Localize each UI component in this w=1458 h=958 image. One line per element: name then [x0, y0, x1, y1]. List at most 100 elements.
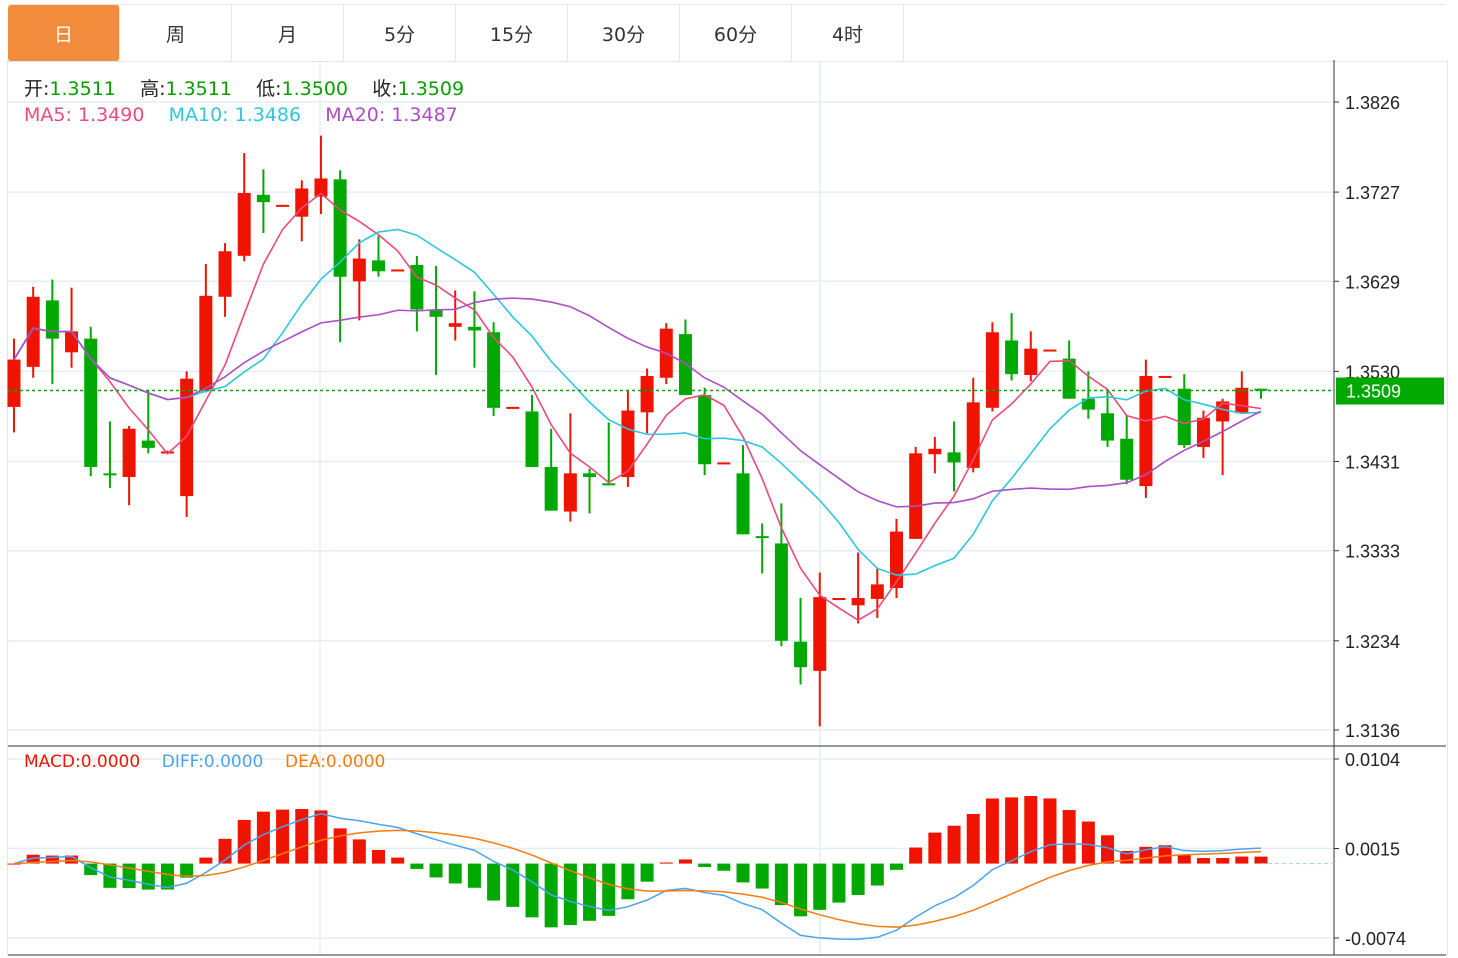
macd-histogram-bar — [448, 863, 462, 884]
candle-body — [928, 448, 942, 455]
tab-6[interactable]: 60分 — [680, 5, 792, 61]
candle-body — [525, 411, 539, 467]
candle — [1043, 349, 1057, 352]
high-value: 1.3511 — [165, 78, 232, 100]
macd-tick-label: -0.0074 — [1345, 929, 1406, 949]
candle-body — [1101, 413, 1115, 441]
macd-legend: MACD:0.0000 DIFF:0.0000 DEA:0.0000 — [24, 752, 385, 772]
candle — [352, 239, 366, 321]
close-value: 1.3509 — [397, 78, 465, 100]
macd-histogram-bar — [314, 810, 328, 864]
macd-histogram-bar — [276, 809, 290, 864]
candle-body — [410, 264, 424, 310]
price-tick-label: 1.3136 — [1345, 721, 1400, 741]
candle — [199, 264, 213, 393]
macd-histogram-bar — [45, 855, 59, 864]
candle — [276, 204, 290, 207]
candle-body — [237, 193, 251, 256]
candle — [563, 413, 577, 522]
candle — [794, 598, 808, 685]
macd-histogram-bar — [985, 798, 999, 864]
candle-body — [544, 466, 558, 511]
candle — [314, 135, 328, 214]
candle-body — [467, 326, 481, 331]
candle-body — [256, 194, 270, 203]
candle-body — [372, 260, 386, 272]
macd-histogram-bar — [84, 863, 98, 876]
candle-body — [563, 473, 577, 512]
candle — [985, 322, 999, 412]
high-label: 高: — [140, 78, 166, 100]
macd-tick-label: 0.0104 — [1345, 750, 1400, 770]
macd-histogram-bar — [717, 863, 731, 871]
candle — [372, 235, 386, 277]
candle — [410, 255, 424, 332]
macd-histogram-bar — [1196, 858, 1210, 864]
tab-7[interactable]: 4时 — [792, 5, 904, 61]
macd-label: MACD: — [24, 752, 81, 772]
ma5-line — [13, 192, 1262, 622]
candle — [65, 287, 79, 368]
macd-histogram-bar — [851, 863, 865, 895]
candle-body — [774, 543, 788, 641]
candle — [1196, 410, 1210, 458]
macd-histogram-bar — [832, 863, 846, 903]
price-tick-label: 1.3727 — [1345, 183, 1400, 203]
macd-histogram-bar — [1235, 856, 1249, 864]
ma20-label: MA20: — [325, 104, 386, 126]
candle — [1120, 415, 1134, 485]
candle — [640, 368, 654, 434]
macd-histogram-bar — [755, 863, 769, 889]
macd-histogram-bar — [774, 863, 788, 906]
tab-4[interactable]: 15分 — [456, 5, 568, 61]
timeframe-tabs: 日周月 5分 15分 30分 60分 4时 — [8, 4, 1446, 62]
ohlc-legend: 开:1.3511 高:1.3511 低:1.3500 收:1.3509 — [24, 74, 464, 101]
candle-body — [199, 295, 213, 391]
candle-body — [1177, 388, 1191, 446]
candle-body — [84, 338, 98, 467]
candle — [1158, 375, 1172, 378]
candle-body — [506, 406, 520, 409]
candle-body — [717, 462, 731, 465]
macd-histogram-bar — [698, 863, 712, 867]
candle-body — [851, 598, 865, 606]
candle — [544, 428, 558, 511]
candle — [851, 552, 865, 624]
candle — [1005, 313, 1019, 381]
candle — [947, 421, 961, 492]
candle — [1177, 374, 1191, 448]
candle-body — [1043, 349, 1057, 352]
candle — [141, 390, 155, 454]
tab-1[interactable]: 周 — [120, 5, 232, 61]
macd-histogram-bar — [928, 832, 942, 864]
candle-body — [295, 188, 309, 217]
macd-histogram-bar — [889, 863, 903, 870]
macd-histogram-bar — [1177, 855, 1191, 864]
candle-body — [1235, 387, 1249, 414]
candle — [621, 390, 635, 487]
macd-histogram-bar — [813, 863, 827, 910]
candle — [84, 326, 98, 477]
tab-2[interactable]: 月 — [232, 5, 344, 61]
macd-histogram-bar — [966, 813, 980, 864]
candle-body — [1120, 438, 1134, 480]
dea-label: DEA: — [284, 752, 326, 772]
macd-histogram-bar — [506, 863, 520, 907]
macd-histogram-bar — [429, 863, 443, 878]
dea-line — [13, 829, 1262, 928]
candle-body — [160, 451, 174, 454]
diff-line — [13, 812, 1262, 941]
tab-3[interactable]: 5分 — [344, 5, 456, 61]
tab-0[interactable]: 日 — [8, 5, 120, 61]
macd-histogram-bar — [467, 863, 481, 888]
tab-5[interactable]: 30分 — [568, 5, 680, 61]
candle — [813, 572, 827, 727]
candle — [1024, 331, 1038, 382]
candle-body — [276, 204, 290, 207]
macd-histogram-bar — [352, 839, 366, 864]
candle — [717, 462, 731, 465]
candle — [909, 446, 923, 539]
candle-body — [7, 359, 21, 407]
macd-histogram-bar — [103, 863, 117, 888]
